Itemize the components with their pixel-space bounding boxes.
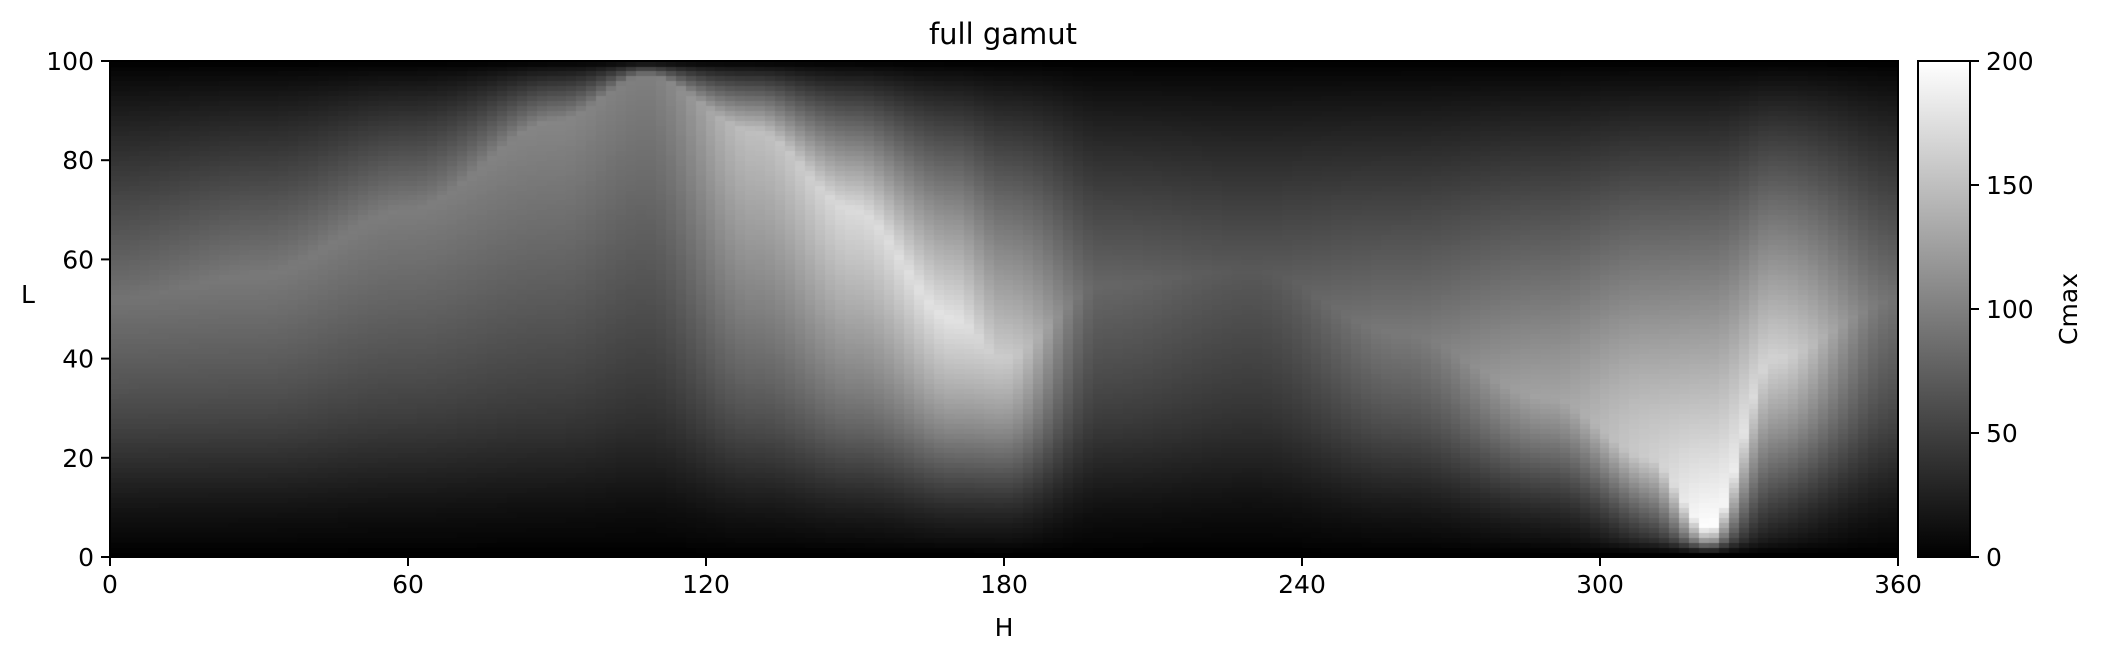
colorbar-tick-label: 50 bbox=[1986, 419, 2018, 448]
chart-title: full gamut bbox=[929, 17, 1077, 51]
y-axis: 0 20 40 60 80 100 bbox=[46, 47, 110, 572]
y-tick-label: 100 bbox=[46, 47, 94, 76]
colorbar-axis: 0 50 100 150 200 bbox=[1970, 47, 2034, 572]
colorbar-tick-label: 0 bbox=[1986, 543, 2002, 572]
colorbar bbox=[1917, 60, 1971, 558]
x-tick-label: 60 bbox=[392, 570, 424, 599]
x-tick-label: 180 bbox=[980, 570, 1028, 599]
x-tick-label: 0 bbox=[102, 570, 118, 599]
y-axis-label: L bbox=[21, 280, 35, 309]
y-tick-label: 60 bbox=[62, 245, 94, 274]
y-tick-label: 20 bbox=[62, 444, 94, 473]
x-tick-label: 360 bbox=[1874, 570, 1922, 599]
x-axis: 0 60 120 180 240 300 360 bbox=[102, 557, 1922, 599]
x-tick-label: 120 bbox=[682, 570, 730, 599]
colorbar-tick-label: 150 bbox=[1986, 171, 2034, 200]
x-axis-label: H bbox=[995, 613, 1014, 642]
heatmap-raster-container bbox=[110, 61, 1898, 557]
x-tick-label: 240 bbox=[1278, 570, 1326, 599]
colorbar-tick-label: 100 bbox=[1986, 295, 2034, 324]
y-tick-label: 80 bbox=[62, 146, 94, 175]
colorbar-label: Cmax bbox=[2054, 273, 2083, 345]
heatmap-raster bbox=[110, 61, 1898, 557]
x-tick-label: 300 bbox=[1576, 570, 1624, 599]
y-tick-label: 0 bbox=[78, 543, 94, 572]
colorbar-tick-label: 200 bbox=[1986, 47, 2034, 76]
y-tick-label: 40 bbox=[62, 345, 94, 374]
